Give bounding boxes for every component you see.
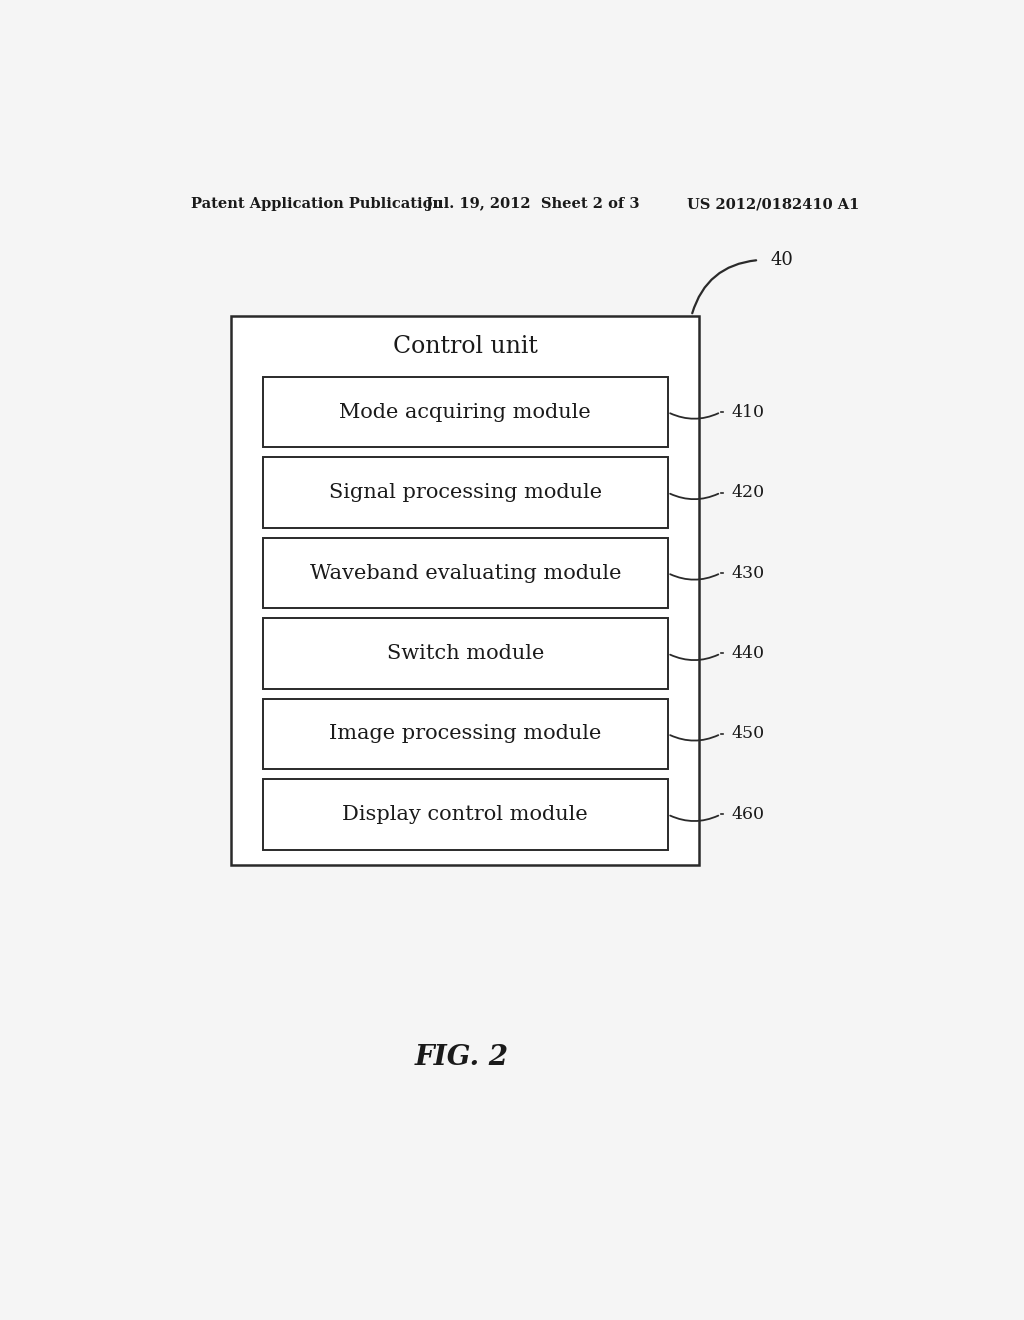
- Text: 410: 410: [731, 404, 764, 421]
- Bar: [263, 537, 668, 609]
- Bar: [231, 315, 699, 865]
- Bar: [263, 779, 668, 850]
- Text: 450: 450: [731, 726, 764, 742]
- Text: 420: 420: [731, 484, 764, 502]
- Text: Jul. 19, 2012  Sheet 2 of 3: Jul. 19, 2012 Sheet 2 of 3: [426, 197, 639, 211]
- Text: Waveband evaluating module: Waveband evaluating module: [309, 564, 621, 582]
- Text: Signal processing module: Signal processing module: [329, 483, 602, 502]
- Bar: [263, 618, 668, 689]
- Text: Display control module: Display control module: [342, 805, 588, 824]
- Text: Mode acquiring module: Mode acquiring module: [339, 403, 591, 421]
- Text: FIG. 2: FIG. 2: [415, 1044, 508, 1072]
- Bar: [263, 458, 668, 528]
- Bar: [263, 378, 668, 447]
- Text: 460: 460: [731, 807, 764, 822]
- Text: Image processing module: Image processing module: [329, 725, 601, 743]
- Text: Control unit: Control unit: [393, 335, 538, 358]
- Text: US 2012/0182410 A1: US 2012/0182410 A1: [687, 197, 860, 211]
- Text: Switch module: Switch module: [387, 644, 544, 663]
- Bar: [263, 698, 668, 770]
- Text: Patent Application Publication: Patent Application Publication: [191, 197, 443, 211]
- Text: 440: 440: [731, 645, 764, 661]
- Text: 40: 40: [771, 251, 794, 269]
- Text: 430: 430: [731, 565, 764, 582]
